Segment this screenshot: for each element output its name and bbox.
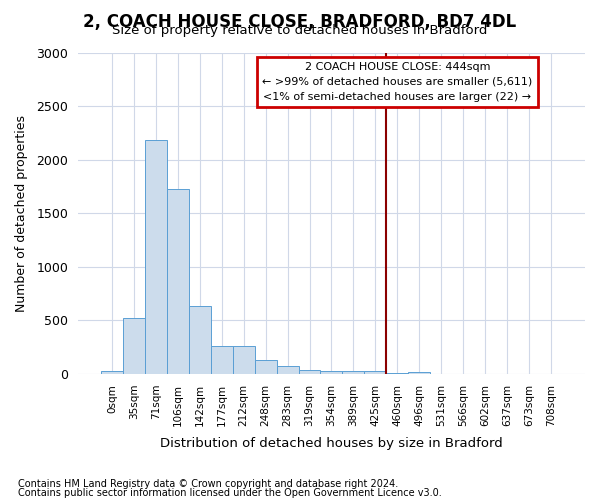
Bar	[101, 372, 123, 374]
Text: Contains public sector information licensed under the Open Government Licence v3: Contains public sector information licen…	[18, 488, 442, 498]
Bar	[167, 188, 189, 374]
X-axis label: Distribution of detached houses by size in Bradford: Distribution of detached houses by size …	[160, 437, 503, 450]
Bar	[145, 140, 167, 374]
Text: 2, COACH HOUSE CLOSE, BRADFORD, BD7 4DL: 2, COACH HOUSE CLOSE, BRADFORD, BD7 4DL	[83, 12, 517, 30]
Bar	[189, 306, 211, 374]
Bar	[233, 346, 254, 374]
Bar	[343, 372, 364, 374]
Bar	[211, 346, 233, 374]
Text: 2 COACH HOUSE CLOSE: 444sqm
← >99% of detached houses are smaller (5,611)
<1% of: 2 COACH HOUSE CLOSE: 444sqm ← >99% of de…	[262, 62, 533, 102]
Y-axis label: Number of detached properties: Number of detached properties	[15, 115, 28, 312]
Bar	[408, 372, 430, 374]
Bar	[123, 318, 145, 374]
Bar	[277, 366, 299, 374]
Text: Size of property relative to detached houses in Bradford: Size of property relative to detached ho…	[112, 24, 488, 37]
Bar	[299, 370, 320, 374]
Bar	[386, 373, 408, 374]
Bar	[364, 372, 386, 374]
Text: Contains HM Land Registry data © Crown copyright and database right 2024.: Contains HM Land Registry data © Crown c…	[18, 479, 398, 489]
Bar	[320, 372, 343, 374]
Bar	[254, 360, 277, 374]
